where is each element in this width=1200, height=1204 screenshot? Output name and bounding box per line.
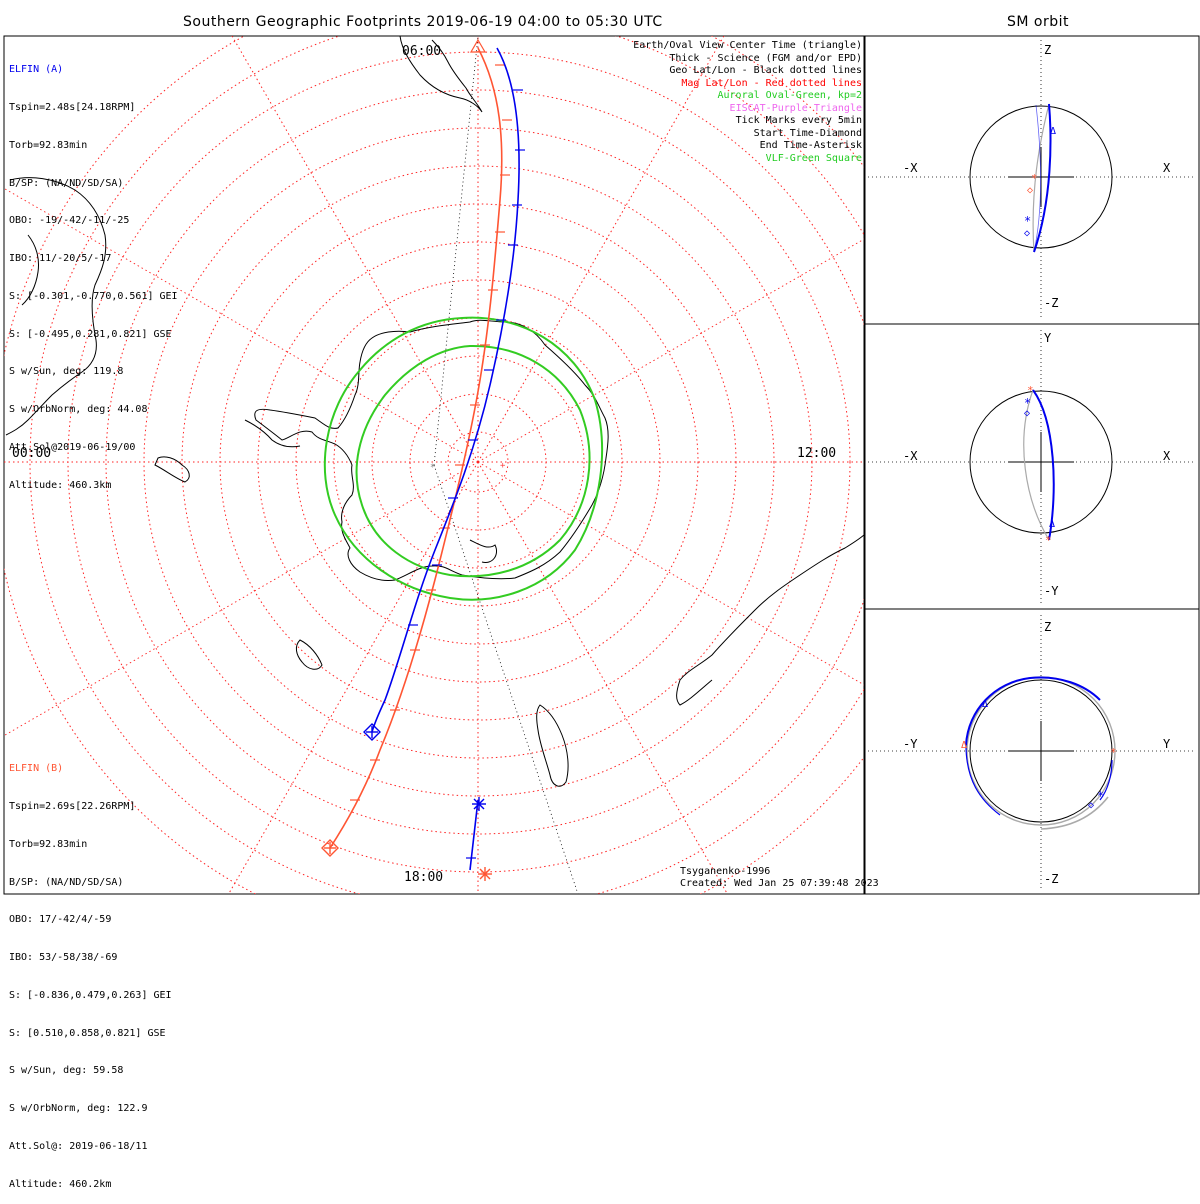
time-label-bottom: 18:00: [404, 870, 444, 885]
sm-panel-xz: Δ ◇ * * ◇: [868, 40, 1196, 320]
elfin-b-line: OBO: 17/-42/4/-59: [9, 914, 112, 926]
svg-text:*: *: [1031, 172, 1038, 185]
mag-latlon-grid: [4, 36, 864, 894]
elfin-a-line: Torb=92.83min: [9, 139, 88, 151]
legend-item: Start Time-Diamond: [753, 127, 862, 139]
footprint-graphics: * +: [3, 35, 1200, 895]
svg-text:*: *: [1097, 789, 1104, 803]
svg-text:*: *: [1024, 396, 1031, 410]
xy-label-left: -X: [903, 449, 918, 463]
elfin-b-line: Tspin=2.69s[22.26RPM]: [9, 800, 136, 812]
svg-text:Δ: Δ: [1050, 126, 1056, 137]
sm-orbit-title: SM orbit: [1007, 14, 1070, 30]
elfin-b-footprint-track: [329, 47, 503, 849]
legend-item: Thick - Science (FGM and/or EPD): [669, 52, 862, 64]
elfin-a-line: S: [-0.301,-0.770,0.561] GEI: [9, 290, 178, 302]
elfin-a-line: S: [-0.495,0.281,0.821] GSE: [9, 328, 172, 340]
elfin-a-line: OBO: -19/-42/-11/-25: [9, 215, 130, 227]
mag-pole-marker: +: [500, 461, 506, 471]
elfin-a-footprint-track: [371, 47, 520, 733]
yz-label-top: Z: [1044, 620, 1052, 634]
elfin-a-line: S w/Sun, deg: 119.8: [9, 366, 124, 378]
legend-item: Geo Lat/Lon - Black dotted lines: [669, 65, 862, 76]
legend-item: End Time-Asterisk: [759, 140, 862, 151]
yz-label-bottom: -Z: [1044, 872, 1059, 886]
sm-panel-xy: Δ * * ◇ *: [868, 330, 1196, 606]
elfin-b-line: S: [0.510,0.858,0.821] GSE: [9, 1027, 166, 1039]
legend-item: Earth/Oval View Center Time (triangle): [633, 40, 862, 51]
time-label-top: 06:00: [402, 44, 442, 59]
xy-label-top: Y: [1044, 331, 1052, 345]
elfin-b-info: ELFIN (B) Tspin=2.69s[22.26RPM] Torb=92.…: [9, 738, 172, 1204]
svg-text:*: *: [1027, 384, 1034, 397]
sm-panel-yz-frame: [864, 608, 1200, 895]
svg-text:*: *: [1024, 214, 1031, 228]
elfin-b-line: B/SP: (NA/ND/SD/SA): [9, 876, 124, 888]
auroral-oval: [323, 316, 604, 601]
elfin-a-end-asterisk: [472, 797, 486, 811]
created-timestamp: Created: Wed Jan 25 07:39:48 2023: [680, 878, 879, 889]
elfin-a-start-diamond: [363, 723, 381, 741]
elfin-a-line: B/SP: (NA/ND/SD/SA): [9, 177, 124, 189]
svg-text:◇: ◇: [1024, 228, 1030, 239]
elfin-b-line: Altitude: 460.2km: [9, 1178, 112, 1190]
elfin-a-line: Att.Sol@2019-06-19/00: [9, 442, 136, 453]
time-label-left: 00:00: [12, 446, 52, 461]
main-title: Southern Geographic Footprints 2019-06-1…: [183, 14, 663, 30]
model-credit: Tsyganenko-1996: [680, 866, 771, 877]
svg-text:◇: ◇: [1088, 800, 1094, 811]
xz-label-bottom: -Z: [1044, 296, 1059, 310]
svg-text:Δ: Δ: [982, 699, 988, 710]
elfin-b-line: IBO: 53/-58/38/-69: [9, 952, 118, 964]
xy-label-bottom: -Y: [1044, 584, 1059, 598]
elfin-a-info: ELFIN (A) Tspin=2.48s[24.18RPM] Torb=92.…: [9, 39, 178, 505]
yz-label-left: -Y: [903, 737, 918, 751]
legend: Earth/Oval View Center Time (triangle) T…: [633, 40, 862, 165]
elfin-a-line: IBO: 11/-20/5/-17: [9, 253, 112, 265]
elfin-a-line: Altitude: 460.3km: [9, 479, 112, 491]
elfin-b-line: Torb=92.83min: [9, 838, 88, 850]
elfin-b-line: S: [-0.836,0.479,0.263] GEI: [9, 989, 172, 1001]
sm-panel-xy-frame: [864, 323, 1200, 610]
xz-label-left: -X: [903, 161, 918, 175]
sm-panel-yz: Δ Δ * * ◇: [868, 615, 1196, 890]
time-label-right: 12:00: [797, 446, 837, 461]
legend-item: Mag Lat/Lon - Red dotted lines: [681, 77, 862, 89]
map-frame: [3, 35, 865, 895]
geo-pole-marker: *: [430, 463, 435, 473]
view-center-triangle: [469, 38, 487, 53]
elfin-b-start-diamond: [321, 839, 339, 857]
coastlines: [5, 36, 864, 787]
elfin-a-end-segment: [469, 799, 479, 871]
xy-label-right: X: [1163, 449, 1171, 463]
svg-text:◇: ◇: [1027, 185, 1033, 196]
svg-text:◇: ◇: [1024, 408, 1030, 419]
xz-label-right: X: [1163, 161, 1171, 175]
svg-text:*: *: [1045, 534, 1052, 547]
elfin-a-line: S w/OrbNorm, deg: 44.08: [9, 404, 148, 416]
svg-text:*: *: [1110, 746, 1117, 759]
legend-item: Tick Marks every 5min: [735, 115, 862, 126]
elfin-b-header: ELFIN (B): [9, 763, 64, 775]
svg-text:Δ: Δ: [961, 740, 967, 751]
xz-label-top: Z: [1044, 43, 1052, 57]
elfin-a-ticks: [408, 89, 525, 626]
elfin-a-line: Tspin=2.48s[24.18RPM]: [9, 101, 136, 113]
elfin-b-end-asterisk: [478, 867, 492, 881]
legend-item: EISCAT-Purple Triangle: [729, 102, 862, 114]
elfin-b-line: Att.Sol@: 2019-06-18/11: [9, 1141, 148, 1152]
legend-item: Auroral Oval-Green, kp=2: [717, 90, 863, 101]
svg-text:Δ: Δ: [1049, 519, 1055, 530]
yz-label-right: Y: [1163, 737, 1171, 751]
elfin-a-header: ELFIN (A): [9, 64, 64, 76]
legend-item: VLF-Green Square: [765, 152, 862, 164]
elfin-b-line: S w/Sun, deg: 59.58: [9, 1065, 124, 1077]
elfin-b-line: S w/OrbNorm, deg: 122.9: [9, 1103, 148, 1115]
elfin-b-ticks: [350, 64, 512, 801]
